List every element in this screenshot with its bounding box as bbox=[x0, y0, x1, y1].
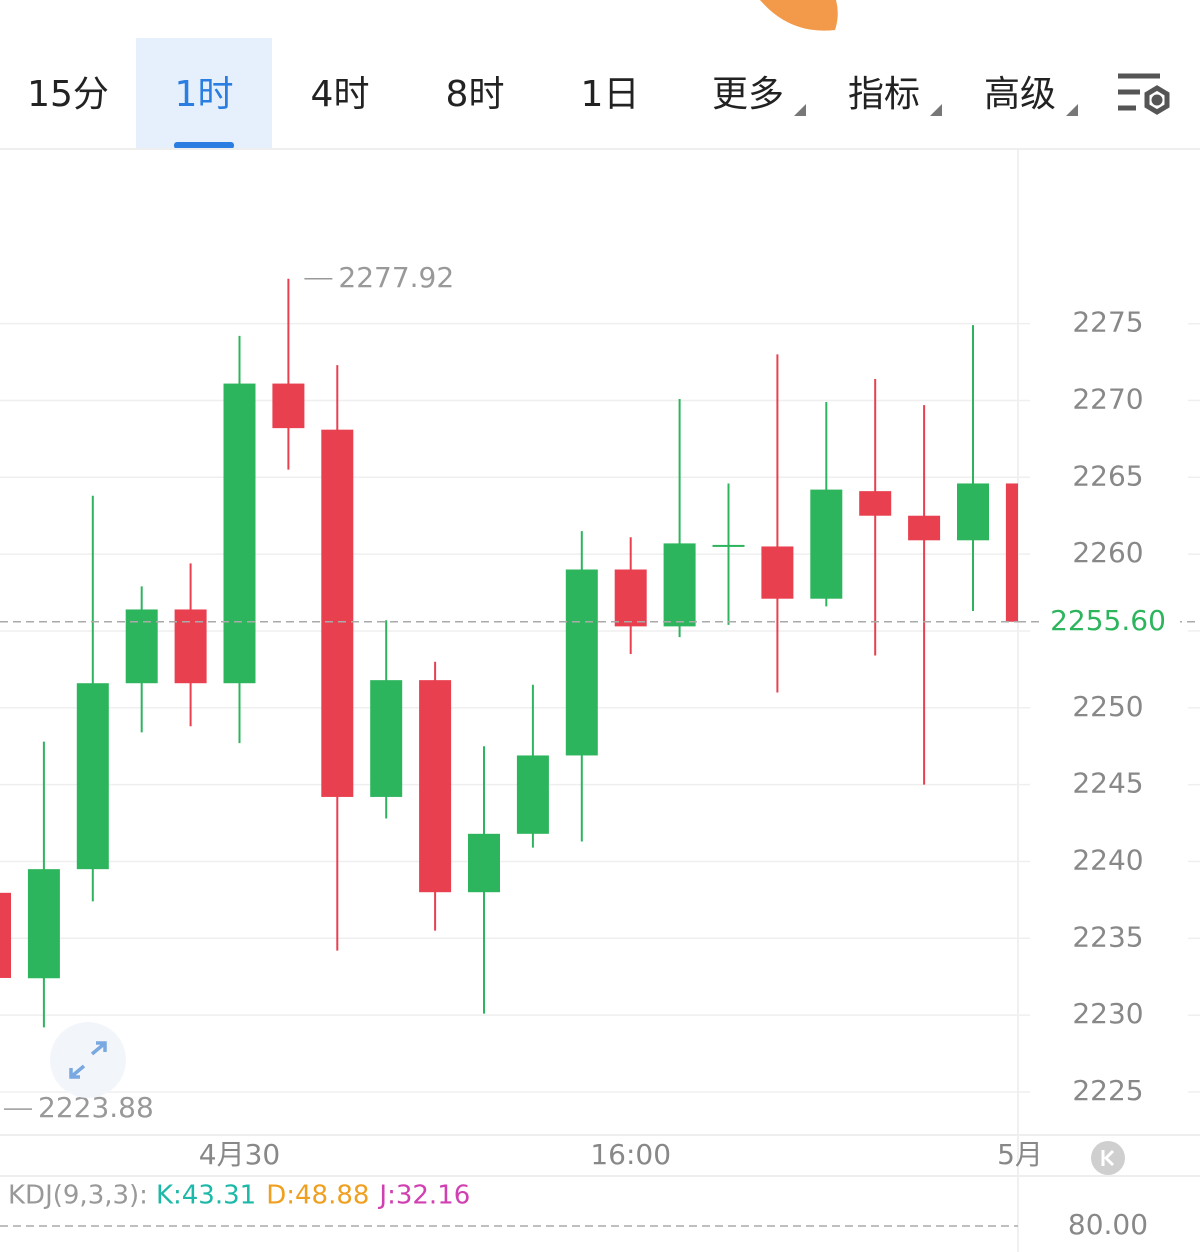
candle-body bbox=[614, 569, 647, 627]
candle-body bbox=[663, 543, 696, 627]
indicator-value: D:48.88 bbox=[266, 1181, 369, 1211]
indicator-title: KDJ(9,3,3): bbox=[8, 1181, 148, 1211]
x-tick-label: 5月 bbox=[997, 1138, 1043, 1171]
y-tick-label: 2270 bbox=[1072, 382, 1143, 415]
y-tick-label: 2235 bbox=[1072, 920, 1143, 953]
candle-body bbox=[908, 515, 941, 541]
candle-body bbox=[321, 429, 354, 797]
indicator-panel: 80.00 KDJ(9,3,3): K:43.31 D:48.88 J:32.16 bbox=[0, 1181, 1148, 1241]
candle-body bbox=[419, 680, 452, 893]
grid bbox=[0, 322, 1200, 1093]
last-price-label: 2255.60 bbox=[1050, 604, 1166, 637]
x-tick-label: 16:00 bbox=[590, 1138, 671, 1171]
candle-body bbox=[468, 833, 500, 893]
y-tick-label: 2225 bbox=[1072, 1074, 1143, 1107]
tab[interactable]: 高级 bbox=[984, 74, 1056, 115]
y-tick-label: 2250 bbox=[1072, 690, 1143, 723]
y-tick-label: 2240 bbox=[1072, 843, 1143, 876]
tab-bar: 15分 1时 4时 8时 1日 更多 指标 高级 bbox=[27, 38, 1078, 149]
candle-body bbox=[1005, 483, 1018, 622]
tab-active-bg bbox=[136, 38, 272, 149]
tab[interactable]: 4时 bbox=[311, 74, 370, 115]
annotation-label: 2277.92 bbox=[338, 261, 454, 294]
indicator-value: J:32.16 bbox=[377, 1181, 470, 1211]
settings-icon[interactable] bbox=[1118, 73, 1170, 115]
candle-body bbox=[370, 680, 403, 797]
indicator-value: K:43.31 bbox=[156, 1181, 256, 1211]
candle-body bbox=[174, 609, 207, 684]
dropdown-caret bbox=[794, 104, 806, 116]
candle-body bbox=[27, 869, 60, 979]
candle-body bbox=[516, 755, 549, 834]
y-tick-label: 2265 bbox=[1072, 459, 1143, 492]
candle-body bbox=[810, 489, 843, 599]
tab[interactable]: 更多 bbox=[712, 74, 784, 115]
y-tick-label: 2275 bbox=[1072, 306, 1143, 339]
tab[interactable]: 8时 bbox=[446, 74, 505, 115]
expand-button[interactable] bbox=[50, 1022, 126, 1098]
dropdown-caret bbox=[930, 104, 942, 116]
candle-body bbox=[0, 892, 11, 978]
y-tick-label: 2245 bbox=[1072, 767, 1143, 800]
tab[interactable]: 15分 bbox=[27, 74, 109, 115]
candle-body bbox=[76, 683, 109, 870]
axes: 2225223022352240224522502255226022652270… bbox=[4, 261, 1200, 1171]
x-tick-label: 4月30 bbox=[199, 1138, 280, 1171]
candle-body bbox=[565, 569, 598, 756]
candle-body bbox=[712, 544, 745, 547]
indicator-tick-label: 80.00 bbox=[1068, 1208, 1148, 1241]
candle-body bbox=[761, 546, 794, 599]
tab[interactable]: 1时 bbox=[175, 74, 234, 115]
last-price-bg bbox=[1040, 603, 1180, 640]
tab[interactable]: 指标 bbox=[848, 74, 920, 115]
tab[interactable]: 1日 bbox=[581, 74, 640, 115]
candle-body bbox=[223, 383, 256, 684]
y-tick-label: 2230 bbox=[1072, 997, 1143, 1030]
candle-body bbox=[859, 491, 892, 516]
dropdown-caret bbox=[1066, 104, 1078, 116]
candle-body bbox=[957, 483, 989, 541]
plot-area bbox=[0, 278, 1018, 1028]
candle-body bbox=[125, 609, 158, 684]
candle-body bbox=[272, 383, 305, 429]
tab-indicator bbox=[174, 142, 234, 149]
scroll-latest-button[interactable] bbox=[1091, 1141, 1125, 1175]
decoration bbox=[760, 0, 838, 31]
y-tick-label: 2260 bbox=[1072, 536, 1143, 569]
